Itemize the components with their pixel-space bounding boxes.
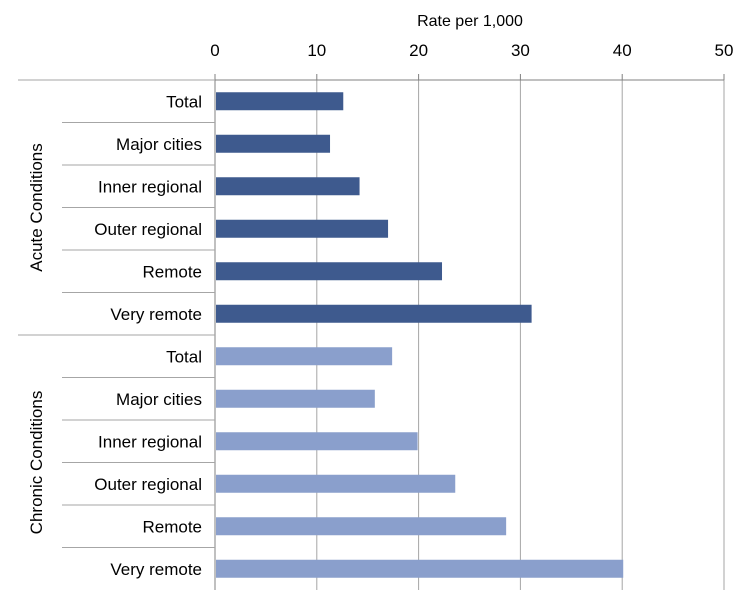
bar-1-5 [216, 559, 624, 578]
bar-0-4 [216, 262, 443, 281]
x-tick-label-0: 0 [210, 41, 219, 60]
bar-0-3 [216, 219, 389, 238]
bar-1-4 [216, 517, 507, 536]
category-label-0-1: Major cities [116, 135, 202, 154]
category-label-0-2: Inner regional [98, 177, 202, 196]
category-label-0-5: Very remote [110, 305, 202, 324]
group-label-0: Acute Conditions [27, 143, 46, 272]
axes: 0 10 20 30 40 50 [18, 41, 733, 590]
x-tick-label-20: 20 [409, 41, 428, 60]
category-label-1-0: Total [166, 347, 202, 366]
bar-0-2 [216, 177, 360, 196]
category-label-1-4: Remote [142, 517, 202, 536]
x-tick-label-50: 50 [715, 41, 734, 60]
bar-0-5 [216, 304, 532, 323]
group-label-1: Chronic Conditions [27, 391, 46, 535]
category-labels: Total Major cities Inner regional Outer reg… [27, 92, 202, 579]
bar-1-1 [216, 389, 375, 408]
category-label-0-3: Outer regional [94, 220, 202, 239]
x-tick-label-10: 10 [307, 41, 326, 60]
bars [216, 92, 624, 578]
x-tick-label-30: 30 [511, 41, 530, 60]
category-label-0-4: Remote [142, 262, 202, 281]
bar-1-3 [216, 474, 456, 493]
x-axis-title: Rate per 1,000 [417, 13, 523, 30]
category-label-1-3: Outer regional [94, 475, 202, 494]
bar-0-0 [216, 92, 344, 111]
bar-1-2 [216, 432, 418, 451]
x-tick-label-40: 40 [613, 41, 632, 60]
gridlines [316, 80, 725, 590]
bar-0-1 [216, 134, 331, 153]
category-label-1-1: Major cities [116, 390, 202, 409]
category-label-1-2: Inner regional [98, 432, 202, 451]
category-label-1-5: Very remote [110, 560, 202, 579]
category-label-0-0: Total [166, 92, 202, 111]
bar-1-0 [216, 347, 393, 366]
